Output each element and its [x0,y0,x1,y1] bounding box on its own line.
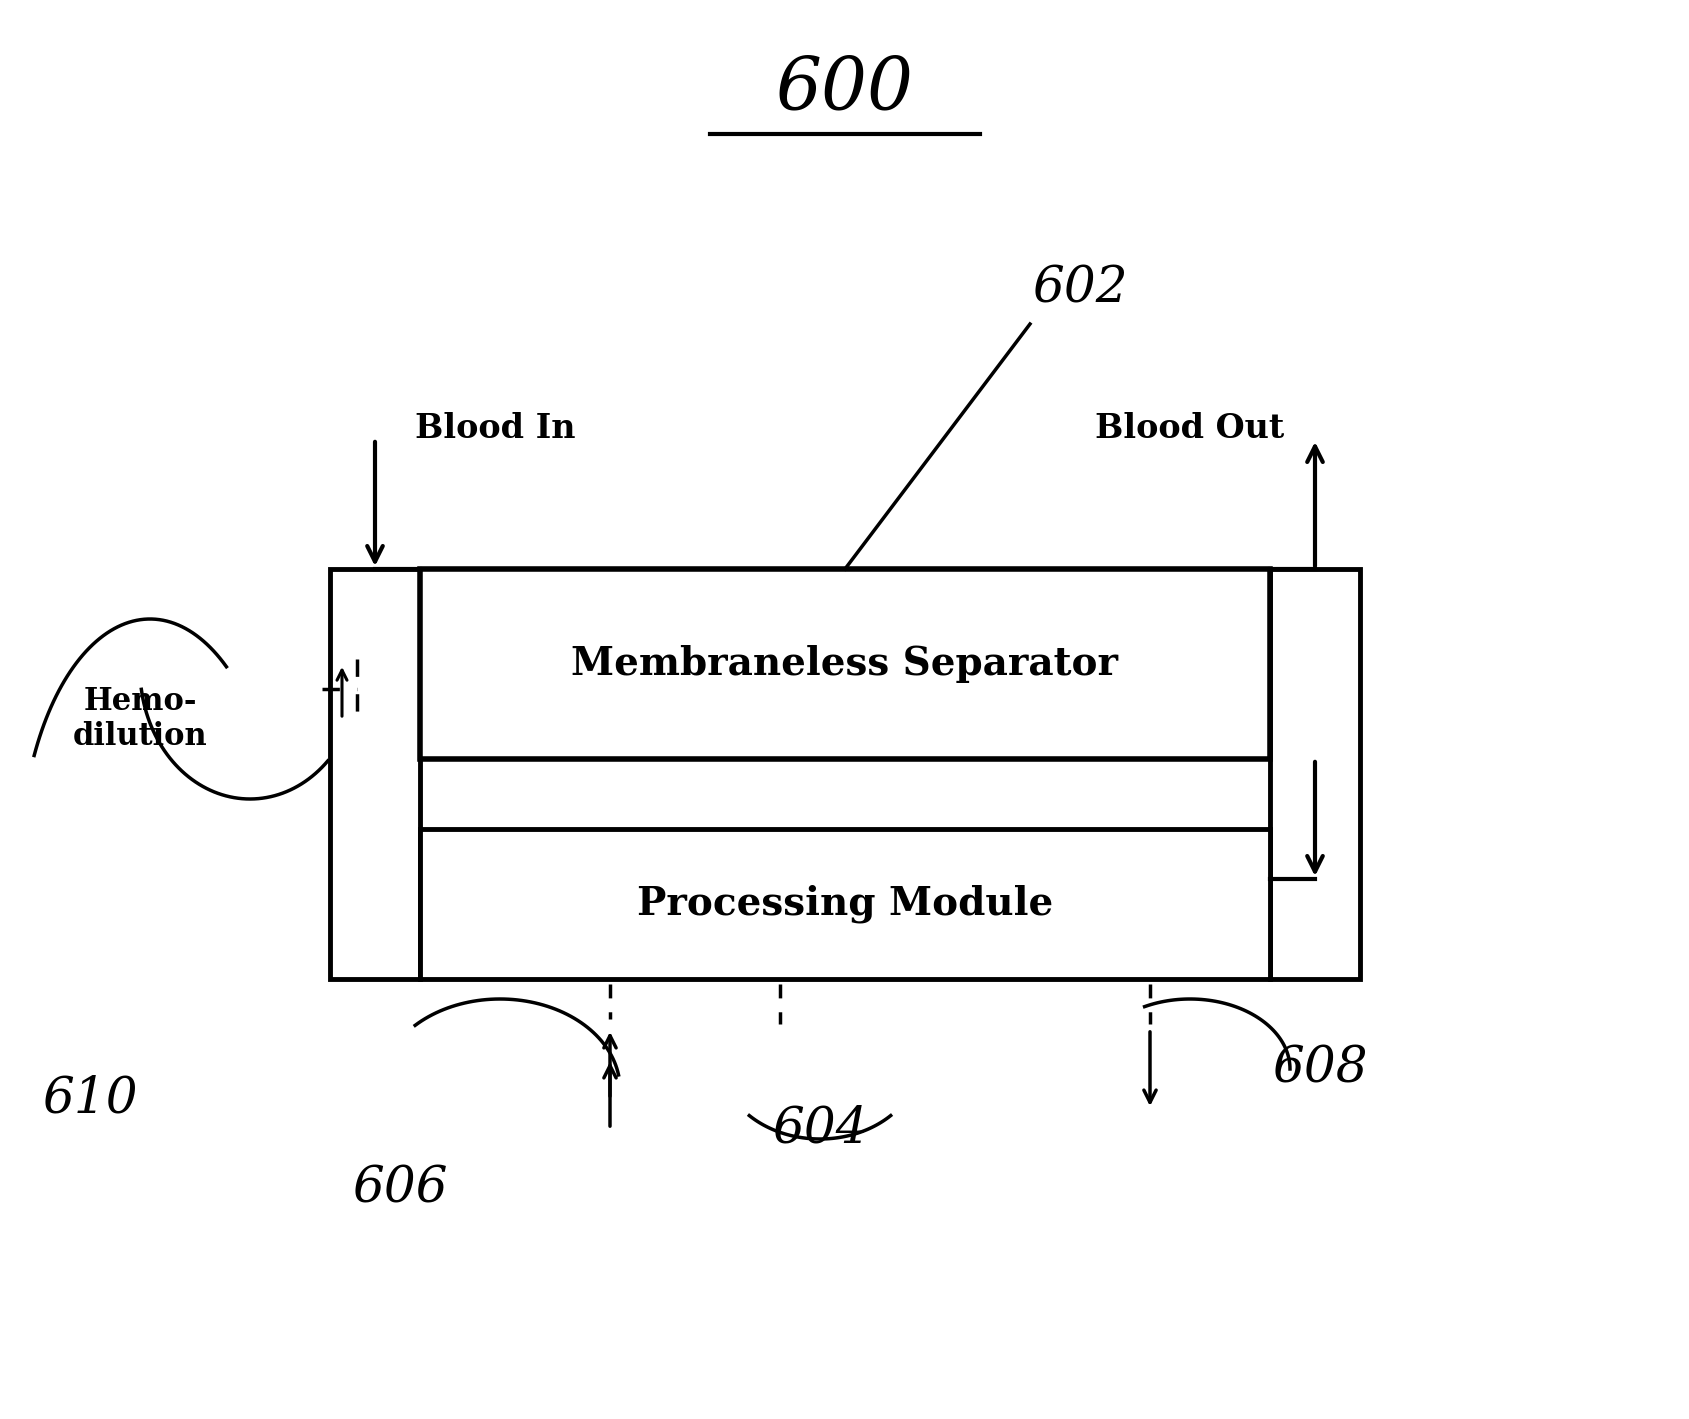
Text: 608: 608 [1272,1044,1366,1094]
Text: 610: 610 [42,1074,138,1124]
Bar [329,569,421,979]
Text: 600: 600 [775,54,914,125]
Text: Blood Out: Blood Out [1094,413,1284,446]
Bar [421,829,1268,979]
Text: 604: 604 [772,1104,866,1154]
Text: Hemo-
dilution: Hemo- dilution [73,685,208,752]
Text: Membraneless Separator: Membraneless Separator [571,646,1118,683]
Text: Processing Module: Processing Module [637,885,1052,924]
Bar [421,569,1268,759]
Bar [1268,569,1360,979]
Text: Blood In: Blood In [415,413,576,446]
Text: 602: 602 [1032,264,1127,314]
Text: 606: 606 [351,1164,448,1213]
